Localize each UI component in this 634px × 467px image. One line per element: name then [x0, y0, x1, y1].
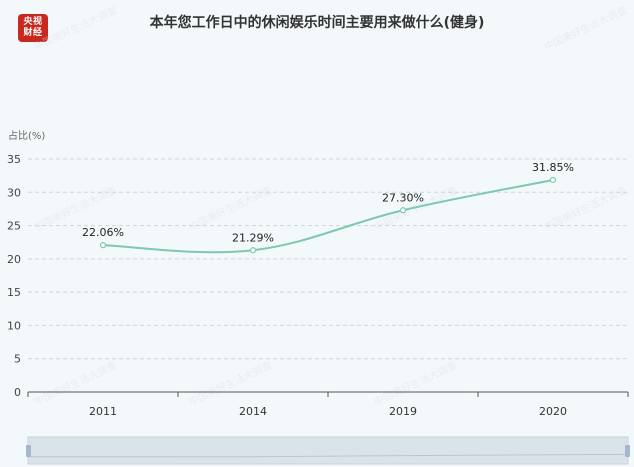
y-tick-label: 35 — [7, 153, 21, 166]
logo-line2: 财经 — [23, 28, 43, 38]
datazoom-right-handle[interactable] — [625, 445, 630, 457]
data-label: 31.85% — [532, 161, 574, 174]
data-label: 21.29% — [232, 231, 274, 244]
logo-line1: 央视 — [23, 17, 43, 27]
y-axis-label: 占比(%) — [8, 129, 45, 142]
y-tick-label: 15 — [7, 286, 21, 299]
data-point — [399, 207, 407, 214]
x-tick-label: 2020 — [539, 405, 567, 418]
x-tick-label: 2019 — [389, 405, 417, 418]
y-tick-label: 25 — [7, 220, 21, 233]
data-label: 27.30% — [382, 191, 424, 204]
datazoom-left-handle[interactable] — [26, 445, 31, 457]
y-tick-label: 0 — [14, 386, 21, 399]
data-point — [549, 176, 557, 184]
y-tick-label: 5 — [14, 353, 21, 366]
y-tick-label: 20 — [7, 253, 21, 266]
chart-title: 本年您工作日中的休闲娱乐时间主要用来做什么(健身) — [149, 15, 485, 31]
datazoom-slider-track — [27, 436, 629, 465]
data-label: 22.06% — [82, 226, 124, 239]
series-line — [102, 178, 554, 254]
data-point — [99, 242, 107, 249]
x-tick-label: 2014 — [239, 405, 267, 418]
cctv-finance-logo: 央视 财经 — [18, 14, 48, 42]
y-tick-label: 30 — [7, 186, 21, 199]
y-tick-label: 10 — [7, 319, 21, 332]
datazoom-preview-line — [27, 453, 629, 458]
data-point — [249, 247, 257, 254]
x-tick-label: 2011 — [89, 405, 117, 418]
